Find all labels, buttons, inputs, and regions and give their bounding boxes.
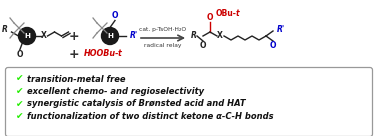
Text: R': R' <box>130 32 138 41</box>
Text: excellent chemo- and regioselectivity: excellent chemo- and regioselectivity <box>27 87 204 96</box>
Circle shape <box>102 27 118 44</box>
Text: O: O <box>17 50 23 59</box>
Text: ✔: ✔ <box>16 112 23 121</box>
Text: O: O <box>207 13 213 22</box>
Text: ✔: ✔ <box>16 87 23 96</box>
Text: transition-metal free: transition-metal free <box>27 75 125 84</box>
Text: cat. p-TsOH·H₂O: cat. p-TsOH·H₂O <box>139 27 187 33</box>
Text: X: X <box>40 32 46 41</box>
Text: ✔: ✔ <box>16 100 23 109</box>
Text: +: + <box>69 30 79 42</box>
Text: R: R <box>191 32 197 41</box>
Text: R: R <box>2 24 8 33</box>
Text: O: O <box>112 11 118 20</box>
Text: HOOBu-: HOOBu- <box>84 50 119 58</box>
Text: O: O <box>270 41 276 50</box>
Text: t: t <box>118 50 122 58</box>
Text: R': R' <box>277 24 285 33</box>
Text: functionalization of two distinct ketone α-C-H bonds: functionalization of two distinct ketone… <box>27 112 274 121</box>
Text: synergistic catalysis of Brønsted acid and HAT: synergistic catalysis of Brønsted acid a… <box>27 100 246 109</box>
Text: OBu-: OBu- <box>216 10 237 18</box>
Text: t: t <box>236 10 240 18</box>
Text: H: H <box>107 33 113 39</box>
Text: X: X <box>217 32 223 41</box>
Text: +: + <box>69 47 79 61</box>
Text: O: O <box>200 41 206 50</box>
FancyBboxPatch shape <box>6 67 372 136</box>
Text: ✔: ✔ <box>16 75 23 84</box>
Text: H: H <box>24 33 30 39</box>
Circle shape <box>19 27 36 44</box>
Text: radical relay: radical relay <box>144 42 182 47</box>
